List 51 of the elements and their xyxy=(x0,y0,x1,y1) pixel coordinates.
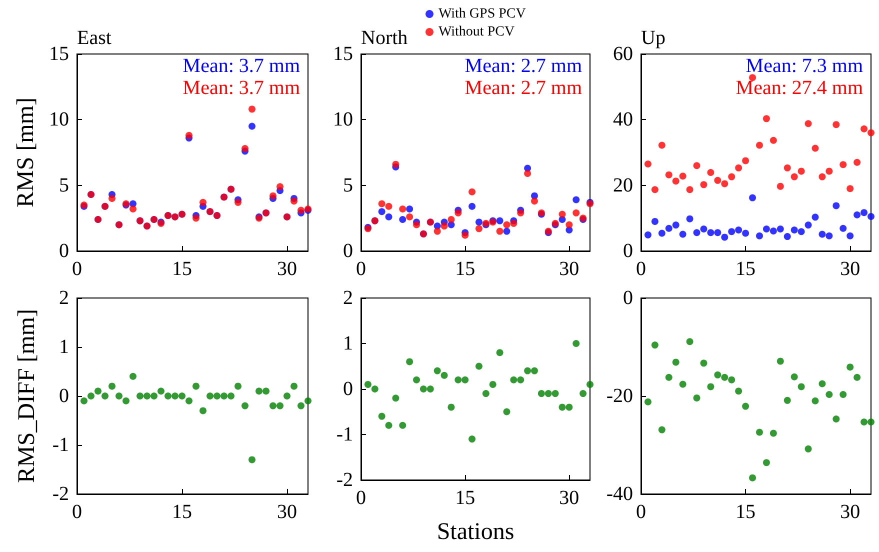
chart-title: North xyxy=(361,27,408,49)
y-tick-label: 0 xyxy=(343,378,353,400)
x-tick-label: 30 xyxy=(277,258,297,280)
y-tick-label: 5 xyxy=(343,174,353,196)
y-tick-label: 60 xyxy=(613,43,633,65)
y-tick-label: 1 xyxy=(343,332,353,354)
y-tick-label: 2 xyxy=(343,287,353,309)
annotation: Mean: 2.7 mm xyxy=(464,55,582,77)
y-tick-label: 0 xyxy=(623,240,633,262)
y-tick-label: -20 xyxy=(606,385,633,407)
x-tick-label: 30 xyxy=(559,258,580,280)
x-tick-label: 30 xyxy=(277,501,297,523)
x-tick-label: 15 xyxy=(455,258,476,280)
y-tick-label: 15 xyxy=(333,43,353,65)
y-tick-label: 40 xyxy=(613,108,633,131)
annotation: Mean: 7.3 mm xyxy=(746,55,864,77)
annotation: Mean: 27.4 mm xyxy=(736,77,864,99)
y-tick-label: 0 xyxy=(59,240,69,262)
y-tick-label: 2 xyxy=(59,287,69,309)
x-tick-label: 30 xyxy=(840,501,860,523)
x-axis-title: Stations xyxy=(436,519,514,545)
y-tick-label: 1 xyxy=(59,336,69,358)
x-tick-label: 15 xyxy=(736,258,756,280)
legend-label: Without PCV xyxy=(438,24,515,40)
y-tick-label: -40 xyxy=(606,483,633,505)
y-axis-title: RMS [mm] xyxy=(13,97,40,208)
y-tick-label: 0 xyxy=(59,385,69,407)
x-tick-label: 30 xyxy=(559,487,580,509)
x-tick-label: 15 xyxy=(172,501,192,523)
y-tick-label: 10 xyxy=(49,108,69,131)
x-tick-label: 15 xyxy=(455,487,476,509)
y-tick-label: 20 xyxy=(613,174,633,196)
x-tick-label: 15 xyxy=(172,258,192,280)
y-tick-label: 10 xyxy=(333,108,353,131)
annotation: Mean: 3.7 mm xyxy=(182,77,300,99)
y-tick-label: 0 xyxy=(623,287,633,309)
y-tick-label: -2 xyxy=(52,483,69,505)
x-tick-label: 30 xyxy=(840,258,860,280)
y-tick-label: -2 xyxy=(336,469,353,491)
y-tick-label: 15 xyxy=(49,43,69,65)
y-axis-title: RMS_DIFF [mm] xyxy=(14,308,40,484)
chart-title: East xyxy=(77,27,112,49)
y-tick-label: 0 xyxy=(343,240,353,262)
y-tick-label: -1 xyxy=(336,424,353,446)
legend-label: With GPS PCV xyxy=(438,6,526,22)
annotation: Mean: 2.7 mm xyxy=(464,77,582,99)
annotation: Mean: 3.7 mm xyxy=(182,55,300,77)
chart-title: Up xyxy=(641,27,666,49)
y-tick-label: 5 xyxy=(59,174,69,196)
y-tick-label: -1 xyxy=(52,434,69,456)
x-tick-label: 15 xyxy=(736,501,756,523)
